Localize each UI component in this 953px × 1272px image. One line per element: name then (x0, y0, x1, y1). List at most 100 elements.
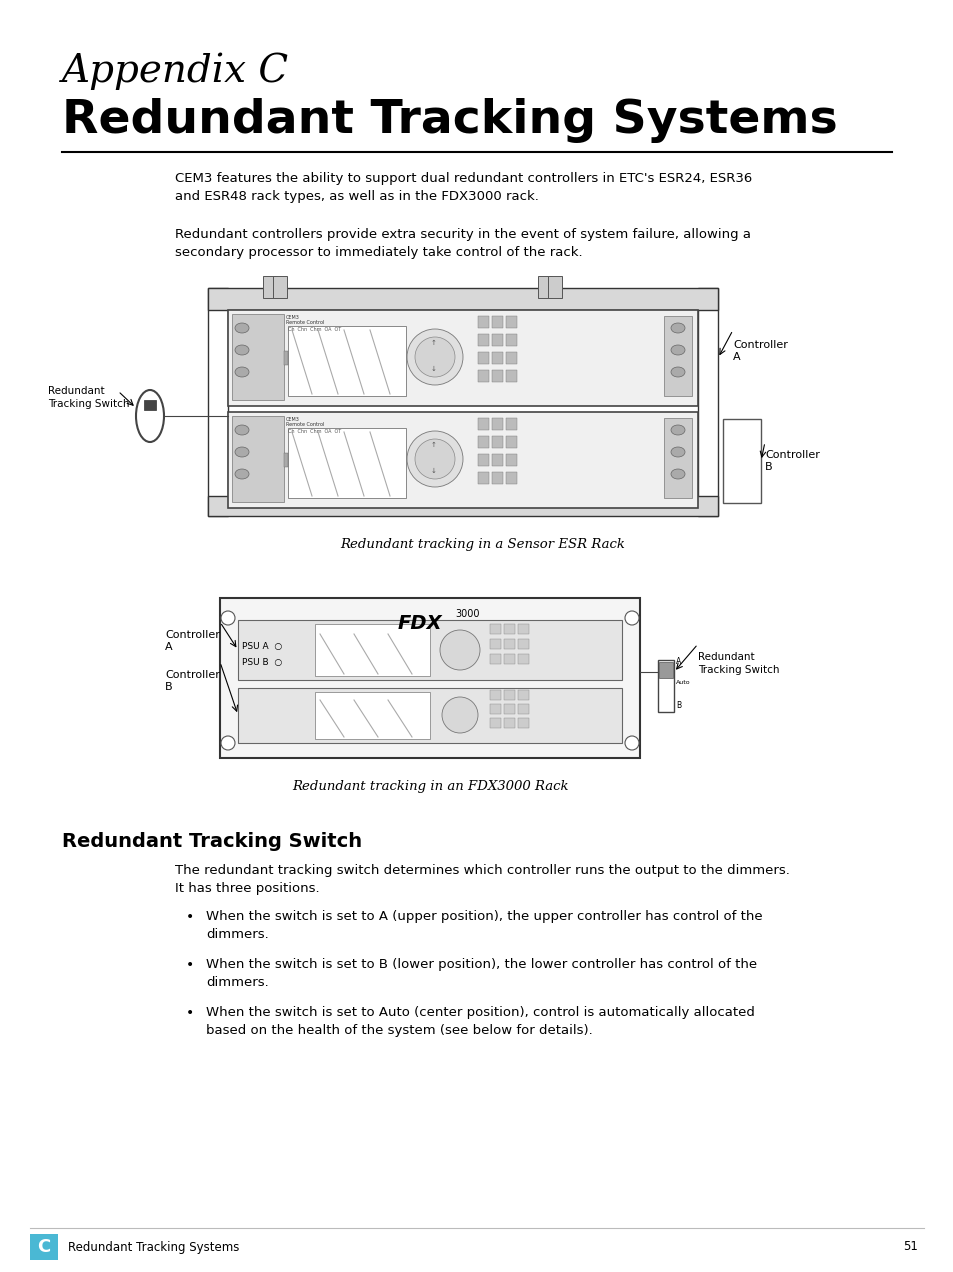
Text: When the switch is set to A (upper position), the upper controller has control o: When the switch is set to A (upper posit… (206, 909, 761, 941)
Bar (490, 625, 500, 633)
Bar (663, 315, 691, 396)
Text: Redundant
Tracking Switch: Redundant Tracking Switch (698, 653, 779, 675)
Text: Ch  Chn  Chm  OA  OT: Ch Chn Chm OA OT (288, 327, 341, 332)
Bar (228, 310, 698, 406)
Bar (273, 276, 287, 298)
Circle shape (624, 611, 639, 625)
Bar (477, 352, 489, 364)
Bar (505, 352, 517, 364)
Text: Redundant tracking in a Sensor ESR Rack: Redundant tracking in a Sensor ESR Rack (340, 538, 625, 551)
Ellipse shape (234, 469, 249, 480)
Bar (505, 335, 517, 346)
Bar (503, 717, 515, 728)
Bar (492, 418, 502, 430)
Bar (517, 689, 529, 700)
Bar (477, 418, 489, 430)
Bar (232, 314, 284, 399)
Text: ↓: ↓ (431, 468, 436, 474)
Bar (505, 472, 517, 485)
Text: Ch  Chn  Chm  OA  OT: Ch Chn Chm OA OT (288, 429, 341, 434)
Bar (477, 472, 489, 485)
Text: 51: 51 (902, 1240, 917, 1253)
Bar (477, 436, 489, 448)
Text: CEM3: CEM3 (286, 315, 299, 321)
Ellipse shape (234, 425, 249, 435)
Bar (490, 717, 500, 728)
Bar (144, 399, 156, 410)
Text: 3000: 3000 (455, 609, 479, 619)
Circle shape (415, 337, 455, 377)
Text: Appendix C: Appendix C (62, 52, 289, 89)
Text: Redundant Tracking Switch: Redundant Tracking Switch (62, 832, 362, 851)
Circle shape (221, 611, 234, 625)
Text: Controller
A: Controller A (165, 630, 219, 653)
Bar (490, 689, 500, 700)
Text: Redundant tracking in an FDX3000 Rack: Redundant tracking in an FDX3000 Rack (292, 780, 568, 792)
Text: A: A (676, 658, 680, 667)
Text: •: • (186, 958, 194, 972)
Bar (492, 352, 502, 364)
Circle shape (441, 697, 477, 733)
Bar (547, 276, 561, 298)
Text: Redundant Tracking Systems: Redundant Tracking Systems (68, 1240, 239, 1253)
Text: Remote Control: Remote Control (286, 422, 324, 427)
Bar (492, 335, 502, 346)
Text: Redundant
Tracking Switch: Redundant Tracking Switch (48, 385, 130, 410)
Bar (503, 654, 515, 664)
Bar (288, 427, 406, 499)
Text: The redundant tracking switch determines which controller runs the output to the: The redundant tracking switch determines… (174, 864, 789, 895)
Ellipse shape (234, 368, 249, 377)
Bar (490, 654, 500, 664)
Circle shape (415, 439, 455, 480)
Bar (263, 276, 276, 298)
Bar (477, 335, 489, 346)
Bar (517, 625, 529, 633)
Circle shape (407, 329, 462, 385)
Text: When the switch is set to Auto (center position), control is automatically alloc: When the switch is set to Auto (center p… (206, 1006, 754, 1037)
Ellipse shape (670, 446, 684, 457)
Bar (503, 703, 515, 714)
Text: Controller
B: Controller B (165, 670, 219, 692)
Ellipse shape (670, 368, 684, 377)
Circle shape (439, 630, 479, 670)
Bar (490, 639, 500, 649)
Text: CEM3: CEM3 (286, 417, 299, 422)
Bar (492, 454, 502, 466)
Bar (477, 454, 489, 466)
Bar (492, 315, 502, 328)
Bar (220, 598, 639, 758)
Ellipse shape (234, 323, 249, 333)
Text: Controller
B: Controller B (764, 450, 819, 472)
Ellipse shape (670, 469, 684, 480)
Bar (284, 453, 288, 467)
Bar (228, 412, 698, 508)
Circle shape (624, 736, 639, 750)
Ellipse shape (670, 425, 684, 435)
Ellipse shape (234, 345, 249, 355)
Text: ↑: ↑ (431, 340, 436, 346)
Bar (503, 689, 515, 700)
Text: ↓: ↓ (431, 366, 436, 371)
Bar (477, 315, 489, 328)
Bar (232, 416, 284, 502)
Bar (517, 703, 529, 714)
Ellipse shape (136, 391, 164, 441)
Text: Auto: Auto (676, 679, 690, 684)
Text: PSU A  ○: PSU A ○ (242, 642, 282, 651)
Bar (517, 639, 529, 649)
Text: PSU B  ○: PSU B ○ (242, 658, 282, 667)
Text: Remote Control: Remote Control (286, 321, 324, 326)
Bar (208, 287, 228, 516)
Bar (490, 703, 500, 714)
Text: C: C (37, 1238, 51, 1255)
Bar (517, 717, 529, 728)
Bar (505, 418, 517, 430)
Bar (505, 454, 517, 466)
Circle shape (221, 736, 234, 750)
Bar (208, 496, 718, 516)
Bar (492, 370, 502, 382)
Ellipse shape (234, 446, 249, 457)
Bar (237, 688, 621, 743)
Circle shape (407, 431, 462, 487)
Bar (505, 436, 517, 448)
